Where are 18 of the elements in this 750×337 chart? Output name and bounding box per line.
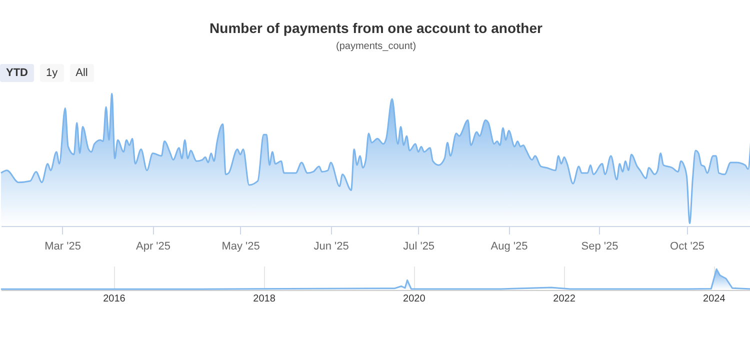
x-tick-label: Oct '25 [670, 240, 705, 252]
chart-subtitle: (payments_count) [336, 41, 416, 52]
x-tick-label: 2020 [403, 294, 426, 304]
x-tick-label: Apr '25 [136, 240, 171, 252]
x-tick-label: May '25 [222, 240, 260, 252]
x-tick-label: Aug '25 [490, 240, 528, 252]
x-tick-label: Jul '25 [403, 240, 435, 252]
chart-title: Number of payments from one account to another [210, 20, 544, 36]
text: YTD [0, 64, 34, 82]
x-tick-label: Sep '25 [581, 240, 618, 252]
text: 1y [40, 64, 64, 82]
x-tick-label: 2022 [553, 294, 576, 304]
x-tick-label: 2024 [703, 294, 726, 304]
x-tick-label: Jun '25 [314, 240, 349, 252]
x-tick-label: 2016 [103, 294, 126, 304]
x-tick-label: 2018 [253, 294, 276, 304]
text: All [70, 64, 94, 82]
x-tick-label: Mar '25 [44, 240, 81, 252]
